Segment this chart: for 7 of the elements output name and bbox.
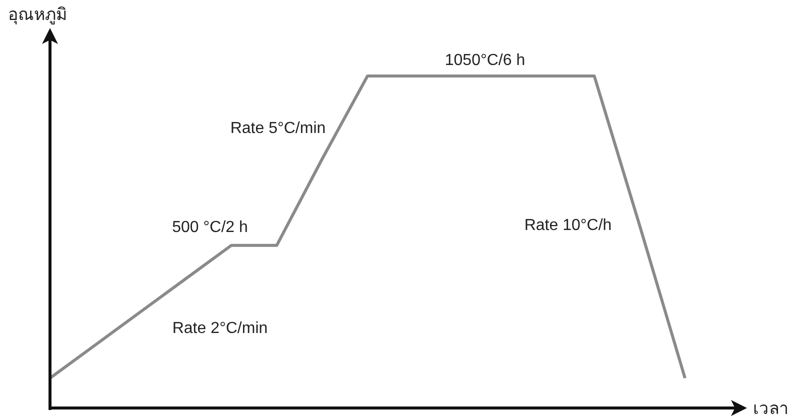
annotation: Rate 10°C/h xyxy=(524,217,612,234)
y-axis-title: อุณหภูมิ xyxy=(8,5,67,25)
annotation: Rate 5°C/min xyxy=(230,120,326,137)
annotation: Rate 2°C/min xyxy=(172,320,268,337)
x-axis-title: เวลา xyxy=(753,399,789,416)
annotation: 500 °C/2 h xyxy=(172,219,248,236)
text: 1050°C/6 h xyxy=(444,52,526,69)
